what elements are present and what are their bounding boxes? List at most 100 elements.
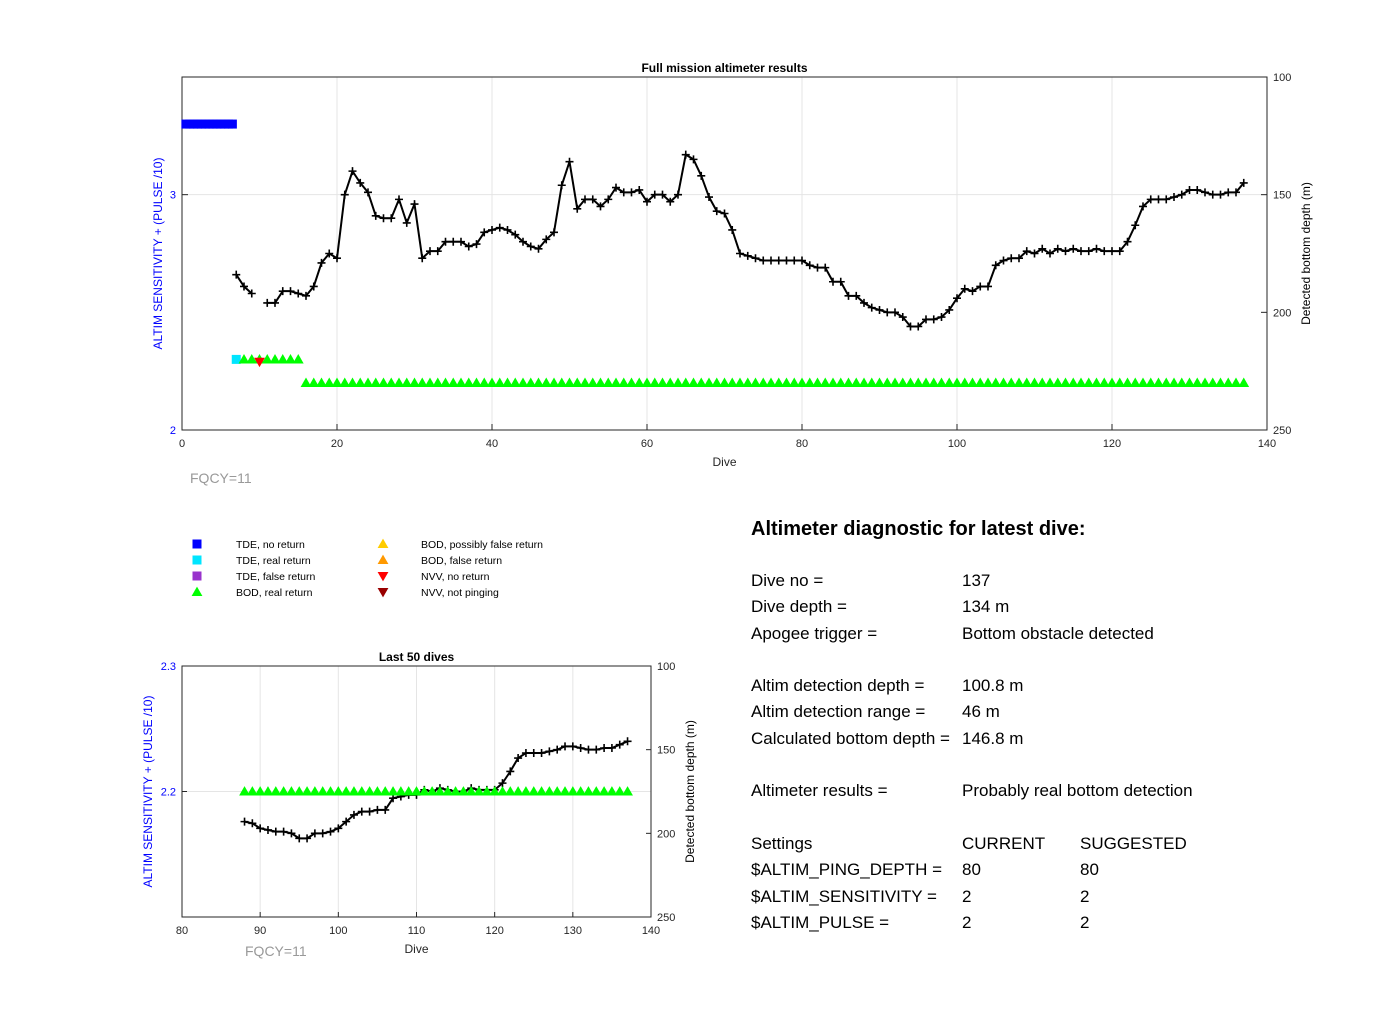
point-bod-real-return: [564, 377, 575, 387]
x-tick-label: 0: [179, 438, 185, 450]
point-bod-real-return: [843, 377, 854, 387]
point-bod-real-return: [595, 377, 606, 387]
sensitivity-label: $ALTIM_SENSITIVITY =: [751, 886, 937, 906]
depth-point: [852, 291, 861, 300]
depth-point: [521, 749, 530, 758]
depth-point: [511, 230, 520, 239]
point-bod-real-return: [688, 377, 699, 387]
depth-point: [480, 228, 489, 237]
legend-label: BOD, false return: [421, 555, 502, 567]
depth-point: [472, 240, 481, 249]
point-bod-real-return: [812, 377, 823, 387]
point-bod-real-return: [928, 377, 940, 387]
point-bod-real-return: [238, 354, 250, 364]
depth-point: [349, 810, 358, 819]
depth-point: [395, 195, 403, 204]
point-bod-real-return: [481, 786, 493, 796]
point-bod-real-return: [395, 786, 407, 796]
det-range-row: Altim detection range = 46 m: [751, 702, 1351, 728]
dive-no-value: 137: [962, 571, 991, 590]
ping-depth-current: 80: [962, 860, 981, 880]
point-bod-real-return: [982, 377, 994, 387]
point-bod-real-return: [1199, 377, 1211, 387]
point-bod-real-return: [602, 377, 614, 387]
ping-depth-suggested: 80: [1080, 860, 1099, 880]
depth-point: [635, 185, 644, 194]
point-bod-real-return: [622, 786, 633, 796]
point-bod-real-return: [703, 377, 715, 387]
point-bod-real-return: [317, 786, 329, 796]
pulse-suggested: 2: [1080, 912, 1090, 932]
apogee-row: Apogee trigger = Bottom obstacle detected: [751, 624, 1351, 650]
diagnostic-panel: Altimeter diagnostic for latest dive: Di…: [751, 518, 1351, 939]
point-bod-real-return: [262, 786, 274, 796]
depth-point: [953, 294, 961, 303]
depth-point: [381, 805, 390, 814]
point-bod-real-return: [269, 354, 281, 364]
point-bod-real-return: [657, 377, 668, 387]
point-bod-real-return: [246, 354, 258, 364]
legend-label: TDE, false return: [236, 571, 316, 583]
depth-point: [860, 298, 868, 307]
depth-point: [529, 749, 538, 758]
fqcy-note: FQCY=11: [245, 943, 307, 959]
point-bod-real-return: [1029, 377, 1040, 387]
point-bod-real-return: [1207, 377, 1219, 387]
depth-line: [244, 740, 628, 840]
depth-point: [1084, 247, 1093, 256]
depth-point: [325, 249, 334, 258]
point-bod-real-return: [548, 377, 560, 387]
point-bod-real-return: [850, 377, 862, 387]
point-bod-real-return: [551, 786, 563, 796]
depth-point: [1030, 249, 1039, 258]
depth-point: [945, 305, 954, 314]
y-left-axis-label: ALTIM SENSITIVITY + (PULSE /10): [141, 696, 155, 888]
depth-point: [357, 807, 366, 816]
point-bod-real-return: [1238, 377, 1250, 387]
point-bod-real-return: [618, 377, 630, 387]
point-bod-real-return: [489, 786, 501, 796]
depth-point: [1224, 188, 1233, 197]
point-bod-real-return: [567, 786, 579, 796]
point-bod-real-return: [905, 377, 916, 387]
depth-point: [627, 188, 636, 197]
depth-point: [1053, 244, 1062, 253]
point-bod-real-return: [874, 377, 885, 387]
x-tick-label: 80: [176, 925, 188, 937]
point-bod-real-return: [881, 377, 893, 387]
x-tick-label: 140: [642, 925, 660, 937]
depth-point: [333, 254, 341, 263]
point-bod-real-return: [331, 377, 343, 387]
point-bod-real-return: [1098, 377, 1110, 387]
point-bod-real-return: [504, 786, 516, 796]
depth-point: [604, 195, 613, 204]
point-bod-real-return: [1230, 377, 1242, 387]
depth-point: [379, 214, 388, 223]
depth-point: [600, 743, 609, 752]
depth-point: [914, 322, 923, 331]
depth-point: [1061, 247, 1070, 256]
point-bod-real-return: [936, 377, 947, 387]
x-tick-label: 100: [948, 438, 966, 450]
point-bod-real-return: [1013, 377, 1025, 387]
depth-point: [418, 254, 427, 263]
point-bod-real-return: [664, 377, 676, 387]
depth-point: [364, 188, 372, 197]
point-bod-real-return: [1083, 377, 1095, 387]
depth-point: [615, 740, 624, 749]
point-bod-real-return: [951, 377, 963, 387]
y-left-axis-label: ALTIM SENSITIVITY + (PULSE /10): [151, 158, 165, 350]
pulse-row: $ALTIM_PULSE = 2 2: [751, 913, 1351, 939]
point-bod-real-return: [912, 377, 924, 387]
depth-point: [402, 218, 411, 227]
x-tick-label: 60: [641, 438, 653, 450]
apogee-label: Apogee trigger =: [751, 623, 878, 643]
depth-point: [340, 190, 349, 199]
depth-point: [805, 261, 814, 270]
x-tick-label: 120: [485, 925, 503, 937]
depth-point: [278, 287, 287, 296]
point-tde-no-return: [227, 119, 237, 129]
depth-point: [550, 228, 558, 237]
depth-point: [371, 211, 380, 220]
point-bod-real-return: [465, 786, 477, 796]
